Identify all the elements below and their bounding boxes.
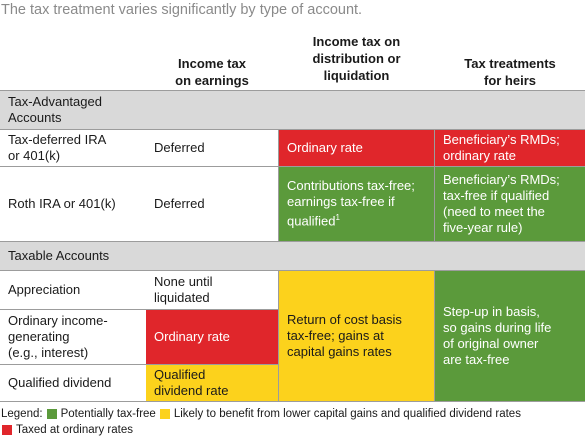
grid-line: [278, 270, 279, 401]
roth-distribution-text: Contributions tax-free; earnings tax-fre…: [287, 178, 415, 229]
grid-line: [0, 364, 279, 365]
appreciation-earnings-cell: None until liquidated: [154, 274, 213, 305]
taxable-heirs-cell: Step-up in basis, so gains during life o…: [435, 271, 585, 401]
intro-text: The tax treatment varies significantly b…: [1, 2, 363, 18]
roth-heirs-cell: Beneficiary’s RMDs; tax-free if qualifie…: [435, 167, 585, 241]
legend-green-label: Potentially tax-free: [60, 408, 156, 420]
ira-heirs-cell: Beneficiary’s RMDs; ordinary rate: [435, 130, 585, 166]
legend-prefix: Legend:: [1, 408, 43, 420]
legend-second-line: Taxed at ordinary rates: [1, 423, 133, 437]
section-taxable-accounts: Taxable Accounts: [0, 242, 585, 270]
tax-treatment-table: Income tax on earnings Income tax on dis…: [0, 26, 585, 402]
legend: Legend: Potentially tax-free Likely to b…: [1, 407, 521, 421]
row-label-tax-deferred-ira: Tax-deferred IRA or 401(k): [8, 132, 107, 163]
legend-red-label: Taxed at ordinary rates: [16, 424, 133, 436]
ira-earnings-cell: Deferred: [154, 140, 205, 155]
grid-line: [0, 401, 585, 402]
grid-line: [434, 129, 435, 241]
row-label-qualified-dividend: Qualified dividend: [8, 375, 112, 390]
row-label-ordinary-income: Ordinary income- generating (e.g., inter…: [8, 313, 108, 360]
legend-green-swatch: [46, 409, 57, 419]
roth-earnings-cell: Deferred: [154, 196, 205, 211]
roth-distribution-cell: Contributions tax-free; earnings tax-fre…: [279, 167, 435, 241]
legend-yellow-label: Likely to benefit from lower capital gai…: [173, 408, 521, 420]
grid-line: [0, 241, 585, 242]
grid-line: [0, 270, 585, 271]
ordinary-income-earnings-cell: Ordinary rate: [146, 310, 278, 364]
grid-line: [278, 129, 279, 241]
row-label-appreciation: Appreciation: [8, 282, 81, 297]
grid-line: [0, 90, 585, 91]
legend-red-swatch: [2, 425, 12, 435]
section-tax-advantaged: Tax-Advantaged Accounts: [0, 91, 585, 129]
footnote-marker: 1: [335, 213, 340, 223]
ira-distribution-cell: Ordinary rate: [279, 130, 435, 166]
header-tax-heirs: Tax treatments for heirs: [464, 56, 556, 88]
grid-line: [0, 166, 585, 167]
taxable-distribution-cell: Return of cost basis tax-free; gains at …: [279, 271, 435, 401]
grid-line: [0, 309, 279, 310]
grid-line: [0, 129, 585, 130]
legend-yellow-swatch: [159, 409, 170, 419]
grid-line: [434, 270, 435, 401]
header-income-tax-distribution: Income tax on distribution or liquidatio…: [312, 33, 401, 83]
row-label-roth-ira: Roth IRA or 401(k): [8, 196, 116, 211]
qualified-dividend-earnings-cell: Qualified dividend rate: [146, 365, 278, 401]
header-income-tax-earnings: Income tax on earnings: [175, 56, 249, 88]
